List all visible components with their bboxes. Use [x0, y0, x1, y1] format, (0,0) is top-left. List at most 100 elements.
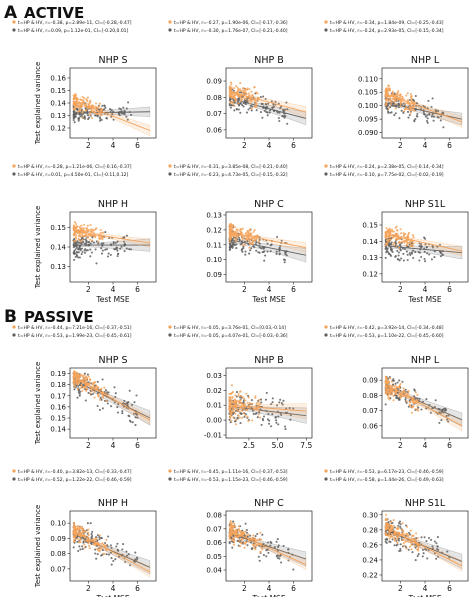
data-point [261, 246, 264, 249]
data-point [237, 95, 240, 98]
data-point [399, 228, 402, 231]
data-point [89, 248, 92, 251]
data-point [241, 416, 244, 419]
data-point [86, 376, 89, 379]
data-point [100, 536, 103, 539]
data-point [431, 545, 434, 548]
data-point [424, 243, 427, 246]
data-point [80, 247, 83, 250]
data-point [385, 231, 388, 234]
data-point [418, 397, 421, 400]
plot-frame [225, 367, 313, 439]
data-point [433, 540, 436, 543]
data-point [110, 109, 113, 112]
x-tick-label: 6 [135, 285, 140, 294]
data-point [388, 537, 391, 540]
data-point [246, 230, 249, 233]
data-point [116, 249, 119, 252]
data-point [244, 542, 247, 545]
data-point [392, 519, 395, 522]
data-point [239, 111, 242, 114]
y-tick-label: 0.10 [50, 520, 66, 528]
data-point [246, 544, 249, 547]
data-point [393, 544, 396, 547]
section-letter: A [4, 3, 18, 23]
data-point [252, 412, 255, 416]
data-point [252, 534, 255, 537]
data-point [408, 531, 411, 534]
legend-marker [324, 164, 328, 168]
y-tick-label: 0.09 [206, 271, 222, 279]
data-point [265, 555, 268, 558]
legend-entry: t=HP & HV, r=-0.42, p=3.92e-14, CI=[-0.3… [330, 325, 444, 331]
data-point [75, 222, 78, 226]
data-point [243, 415, 246, 418]
data-point [81, 378, 84, 382]
data-point [256, 408, 259, 411]
data-point [108, 108, 112, 111]
data-point [284, 425, 287, 428]
data-point [234, 84, 238, 88]
data-point [73, 108, 76, 111]
panel-title: NHP S [98, 55, 127, 66]
data-point [391, 527, 394, 530]
data-point [271, 413, 274, 416]
y-tick-label: 0.15 [50, 224, 66, 232]
data-point [85, 241, 88, 244]
data-point [237, 108, 240, 111]
data-point [409, 253, 412, 256]
x-tick-label: 6 [291, 584, 296, 593]
data-point [92, 241, 95, 244]
data-point [391, 104, 394, 107]
data-point [292, 407, 295, 410]
data-point [283, 115, 286, 118]
data-point [72, 381, 75, 384]
data-point [81, 389, 84, 392]
data-point [232, 233, 235, 236]
data-point [385, 103, 388, 106]
data-point [269, 244, 272, 247]
data-point [399, 93, 402, 96]
x-tick-label: 2 [242, 285, 247, 294]
data-point [229, 402, 232, 405]
data-point [403, 103, 406, 106]
data-point [86, 114, 89, 117]
data-point [388, 230, 391, 233]
data-point [238, 88, 242, 91]
data-point [406, 253, 409, 256]
data-point [85, 227, 88, 230]
y-tick-label: 0.14 [50, 244, 66, 252]
data-point [386, 110, 390, 113]
data-point [232, 241, 235, 244]
data-point [271, 401, 274, 404]
data-point [282, 544, 285, 547]
data-point [125, 247, 128, 250]
data-point [408, 401, 411, 404]
data-point [228, 400, 231, 403]
data-point [439, 255, 443, 258]
data-point [404, 540, 407, 543]
legend-marker [324, 477, 328, 481]
data-point [74, 237, 78, 240]
data-point [250, 109, 253, 112]
data-point [404, 388, 407, 391]
data-point [406, 525, 409, 528]
data-point [75, 103, 78, 106]
data-point [389, 103, 392, 106]
data-point [277, 423, 280, 426]
data-point [117, 252, 120, 255]
legend-marker [324, 333, 328, 337]
data-point [232, 243, 235, 246]
x-tick-label: 6 [447, 285, 452, 294]
data-point [285, 407, 288, 410]
data-point [408, 243, 411, 246]
fit-line [75, 377, 151, 421]
y-tick-label: 0.09 [362, 377, 378, 385]
y-tick-label: 0.12 [362, 270, 378, 278]
panel-title: NHP L [411, 55, 440, 66]
data-point [400, 232, 403, 235]
data-point [253, 98, 256, 101]
data-point [400, 528, 403, 531]
data-point [117, 403, 120, 406]
data-point [136, 413, 139, 416]
